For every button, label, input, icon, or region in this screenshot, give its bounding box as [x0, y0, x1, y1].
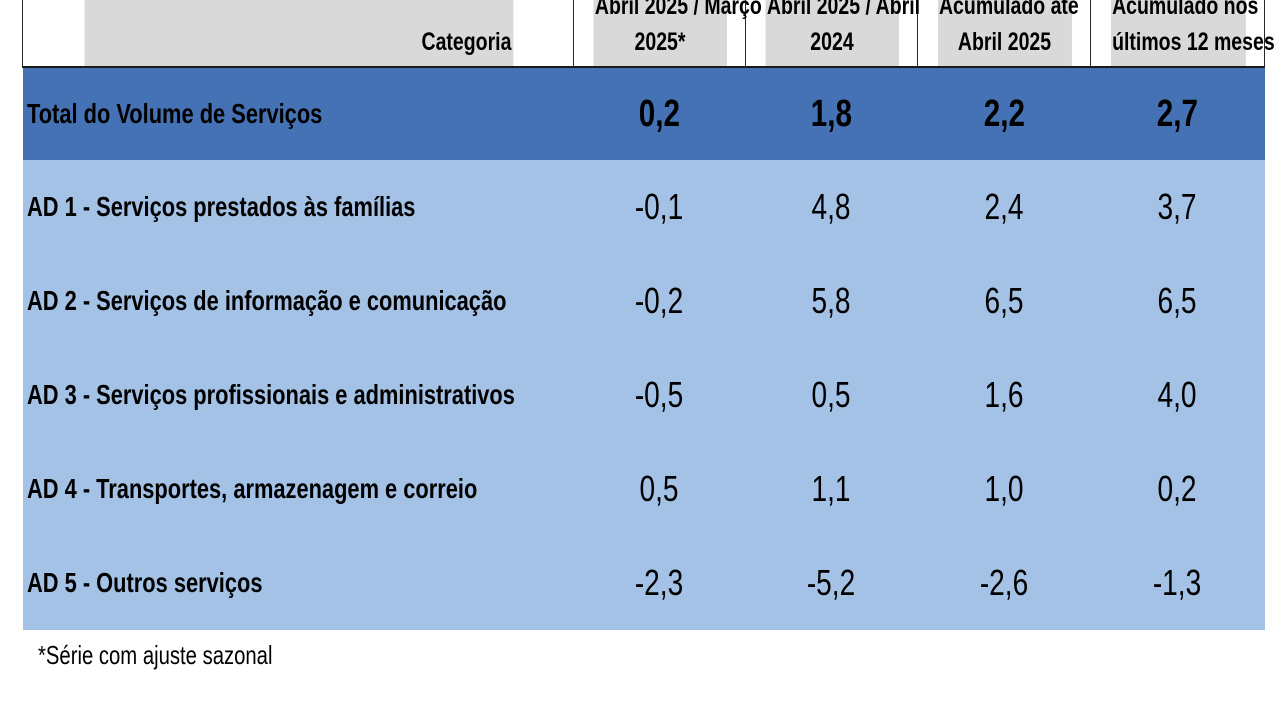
cell-value: -5,2: [745, 536, 918, 630]
cell-value: 2,7: [1090, 67, 1265, 160]
cell-value: 5,8: [745, 254, 918, 348]
cell-value: -0,5: [573, 348, 746, 442]
table-row: AD 4 - Transportes, armazenagem e correi…: [22, 442, 1265, 536]
row-label: AD 3 - Serviços profissionais e administ…: [22, 348, 574, 442]
cell-value: -0,1: [573, 160, 746, 254]
cell-value: 4,8: [745, 160, 918, 254]
cell-value: -1,3: [1090, 536, 1265, 630]
header-row: Categoria Abril 2025 / Março 2025* Abril…: [23, 0, 1274, 68]
header-month-over-month: Abril 2025 / Março 2025*: [592, 0, 761, 68]
header-last-12-months: Acumulado nos últimos 12 meses: [1109, 0, 1274, 68]
cell-value: 0,2: [573, 67, 746, 160]
cell-value: 3,7: [1090, 160, 1265, 254]
table-row: AD 5 - Outros serviços -2,3 -5,2 -2,6 -1…: [22, 536, 1265, 630]
table-row: AD 2 - Serviços de informação e comunica…: [22, 254, 1265, 348]
cell-value: 1,1: [745, 442, 918, 536]
cell-value: 2,4: [917, 160, 1091, 254]
cell-value: 6,5: [917, 254, 1091, 348]
header-year-over-year: Abril 2025 / Abril 2024: [764, 0, 920, 68]
cell-value: 2,2: [917, 67, 1091, 160]
cell-value: 0,5: [745, 348, 918, 442]
cell-value: 6,5: [1090, 254, 1265, 348]
cell-value: -2,3: [573, 536, 746, 630]
header-year-to-date: Acumulado até Abril 2025: [936, 0, 1078, 68]
table-row: AD 1 - Serviços prestados às famílias -0…: [22, 160, 1265, 254]
services-volume-table: Categoria Abril 2025 / Março 2025* Abril…: [22, 0, 1274, 630]
row-label: Total do Volume de Serviços: [22, 67, 574, 160]
row-label: AD 1 - Serviços prestados às famílias: [22, 160, 574, 254]
cell-value: -0,2: [573, 254, 746, 348]
row-label: AD 5 - Outros serviços: [22, 536, 574, 630]
table-row: AD 3 - Serviços profissionais e administ…: [22, 348, 1265, 442]
footnote: *Série com ajuste sazonal: [38, 640, 273, 670]
row-label: AD 4 - Transportes, armazenagem e correi…: [22, 442, 574, 536]
cell-value: 4,0: [1090, 348, 1265, 442]
cell-value: 0,2: [1090, 442, 1265, 536]
cell-value: 1,8: [745, 67, 918, 160]
cell-value: 1,0: [917, 442, 1091, 536]
cell-value: -2,6: [917, 536, 1091, 630]
header-category: Categoria: [82, 0, 514, 68]
table-row-total: Total do Volume de Serviços 0,2 1,8 2,2 …: [22, 67, 1265, 160]
cell-value: 1,6: [917, 348, 1091, 442]
cell-value: 0,5: [573, 442, 746, 536]
row-label: AD 2 - Serviços de informação e comunica…: [22, 254, 574, 348]
